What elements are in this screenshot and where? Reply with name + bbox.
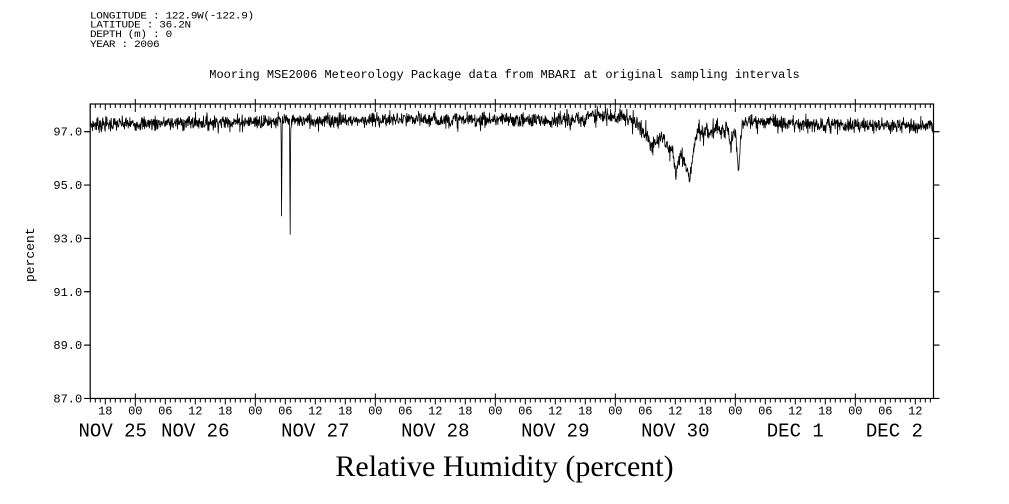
svg-text:18: 18 <box>458 404 472 418</box>
svg-text:00: 00 <box>848 404 862 418</box>
svg-text:NOV 26: NOV 26 <box>161 420 229 442</box>
svg-text:06: 06 <box>278 404 292 418</box>
svg-text:DEC 2: DEC 2 <box>866 420 923 442</box>
svg-text:NOV 29: NOV 29 <box>521 420 589 442</box>
svg-text:06: 06 <box>758 404 772 418</box>
svg-text:12: 12 <box>668 404 682 418</box>
svg-text:DEC 1: DEC 1 <box>767 420 824 442</box>
svg-text:18: 18 <box>578 404 592 418</box>
svg-text:91.0: 91.0 <box>53 286 82 300</box>
svg-text:NOV 30: NOV 30 <box>641 420 709 442</box>
svg-text:00: 00 <box>728 404 742 418</box>
svg-text:89.0: 89.0 <box>53 339 82 353</box>
svg-text:18: 18 <box>818 404 832 418</box>
svg-text:12: 12 <box>188 404 202 418</box>
svg-text:12: 12 <box>908 404 922 418</box>
svg-text:00: 00 <box>128 404 142 418</box>
svg-text:12: 12 <box>788 404 802 418</box>
svg-text:06: 06 <box>878 404 892 418</box>
svg-text:06: 06 <box>518 404 532 418</box>
svg-text:87.0: 87.0 <box>53 392 82 406</box>
svg-text:00: 00 <box>368 404 382 418</box>
svg-text:95.0: 95.0 <box>53 179 82 193</box>
svg-text:18: 18 <box>698 404 712 418</box>
svg-text:NOV 27: NOV 27 <box>281 420 349 442</box>
svg-text:06: 06 <box>638 404 652 418</box>
svg-text:00: 00 <box>488 404 502 418</box>
svg-text:NOV 25: NOV 25 <box>79 420 147 442</box>
svg-text:NOV 28: NOV 28 <box>401 420 469 442</box>
svg-text:12: 12 <box>428 404 442 418</box>
svg-text:12: 12 <box>548 404 562 418</box>
svg-text:97.0: 97.0 <box>53 126 82 140</box>
svg-text:12: 12 <box>308 404 322 418</box>
svg-text:18: 18 <box>218 404 232 418</box>
svg-text:00: 00 <box>608 404 622 418</box>
svg-text:06: 06 <box>158 404 172 418</box>
svg-text:93.0: 93.0 <box>53 232 82 246</box>
svg-text:18: 18 <box>98 404 112 418</box>
svg-text:18: 18 <box>338 404 352 418</box>
svg-text:06: 06 <box>398 404 412 418</box>
svg-text:00: 00 <box>248 404 262 418</box>
